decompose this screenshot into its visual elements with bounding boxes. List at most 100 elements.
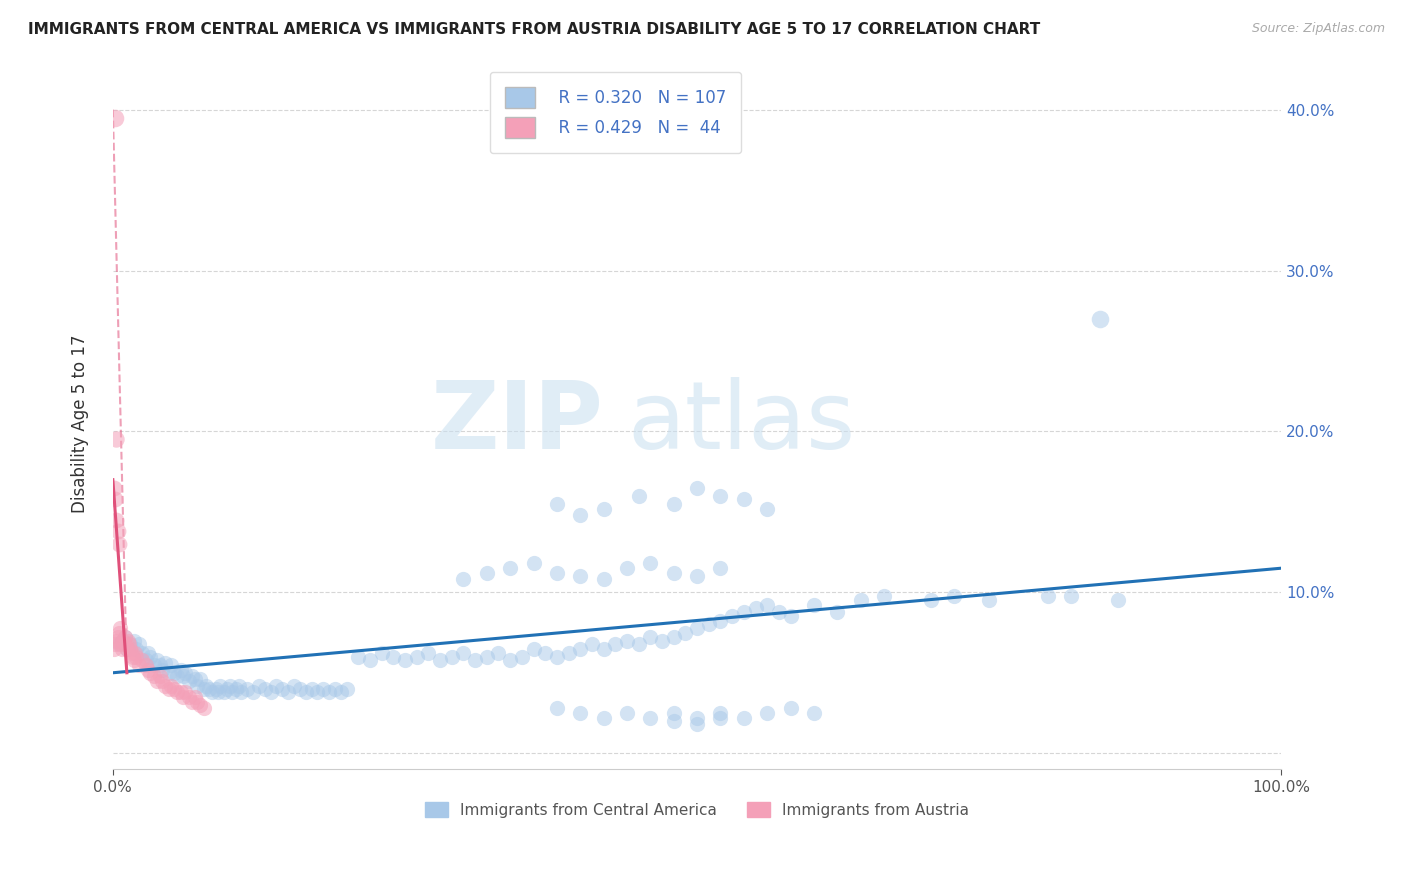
Point [662,566,685,580]
Point [107,637,129,651]
Point [110,637,132,651]
Point [186,695,208,709]
Point [172,669,194,683]
Point [827,605,849,619]
Point [323,681,346,696]
Point [394,653,416,667]
Point [177,690,200,704]
Point [405,649,427,664]
Point [522,557,544,571]
Point [174,665,197,680]
Point [122,633,145,648]
Point [627,489,650,503]
Point [920,593,942,607]
Point [756,598,779,612]
Point [733,491,755,506]
Point [347,649,370,664]
Point [177,673,200,688]
Point [569,706,592,720]
Point [107,631,129,645]
Point [114,637,136,651]
Point [569,641,592,656]
Point [150,673,173,688]
Point [266,679,288,693]
Point [155,656,177,670]
Point [201,685,224,699]
Point [212,685,235,699]
Point [318,685,340,699]
Point [120,637,142,651]
Point [721,609,744,624]
Point [160,657,183,672]
Point [120,641,142,656]
Point [146,653,169,667]
Point [943,589,966,603]
Point [329,685,352,699]
Point [1036,589,1059,603]
Point [155,679,177,693]
Point [107,537,129,551]
Point [359,653,381,667]
Text: Source: ZipAtlas.com: Source: ZipAtlas.com [1251,22,1385,36]
Point [499,561,522,575]
Point [136,663,159,677]
Point [162,665,184,680]
Point [122,653,145,667]
Point [149,657,172,672]
Point [546,566,568,580]
Point [651,633,673,648]
Point [440,649,463,664]
Point [662,631,685,645]
Point [135,653,157,667]
Point [686,621,709,635]
Point [115,641,138,656]
Point [499,653,522,667]
Point [103,481,125,495]
Point [592,641,614,656]
Point [157,681,180,696]
Point [183,690,205,704]
Point [616,633,638,648]
Point [733,711,755,725]
Point [139,665,162,680]
Point [592,573,614,587]
Point [418,647,440,661]
Point [107,625,129,640]
Point [756,706,779,720]
Point [616,561,638,575]
Point [616,706,638,720]
Point [510,649,533,664]
Text: atlas: atlas [627,377,855,469]
Point [115,641,138,656]
Point [686,481,709,495]
Point [105,513,128,527]
Point [124,647,146,661]
Point [247,679,270,693]
Point [142,669,165,683]
Point [172,690,194,704]
Point [186,679,208,693]
Point [150,663,173,677]
Point [139,649,162,664]
Point [382,649,405,664]
Point [259,685,281,699]
Point [253,681,276,696]
Point [181,695,204,709]
Point [162,681,184,696]
Point [195,679,218,693]
Point [107,524,129,538]
Point [149,669,172,683]
Point [662,714,685,728]
Point [104,637,127,651]
Point [142,657,165,672]
Point [166,669,188,683]
Point [108,621,131,635]
Point [118,637,141,651]
Point [464,653,486,667]
Point [640,631,662,645]
Point [1107,593,1129,607]
Point [627,637,650,651]
Point [105,433,128,447]
Point [475,566,498,580]
Point [546,497,568,511]
